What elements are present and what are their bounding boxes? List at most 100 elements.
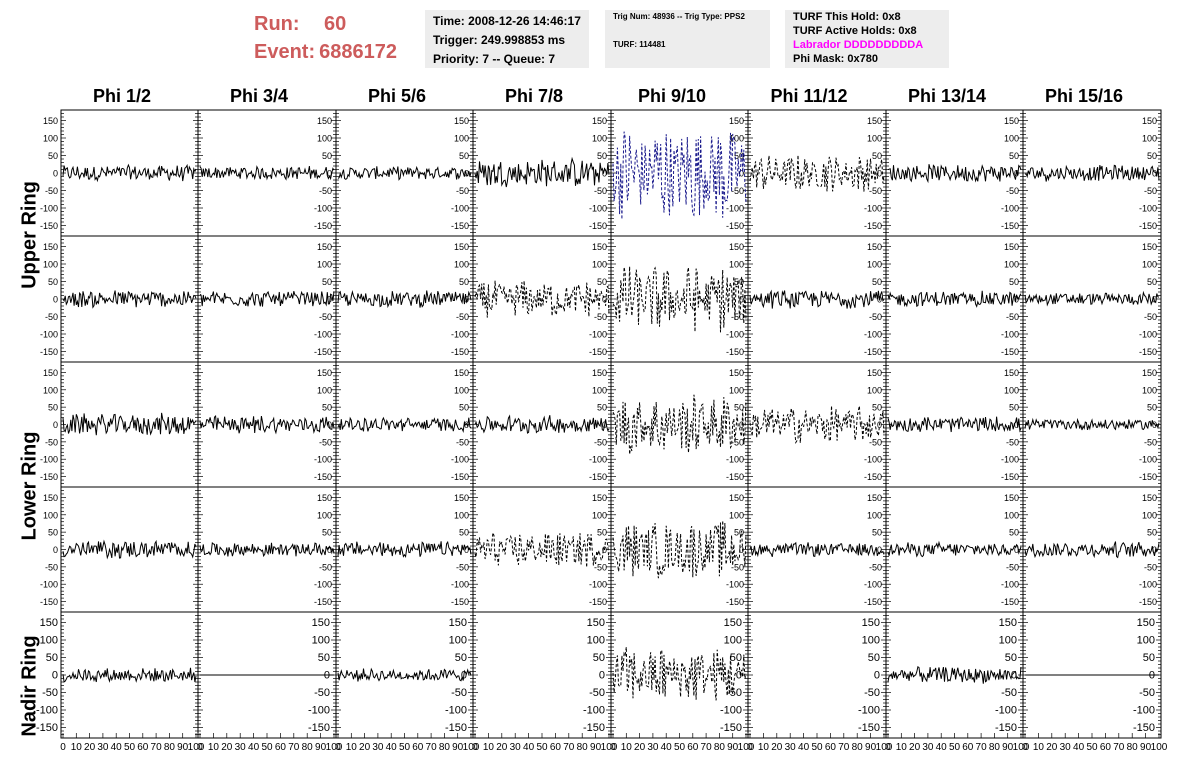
xtick-label: 10	[71, 742, 83, 753]
xtick-label: 30	[97, 742, 109, 753]
waveform-trace	[337, 667, 472, 682]
ytick-label: -100	[583, 705, 605, 717]
phi-header-5: Phi 9/10	[637, 86, 707, 106]
xtick-label: 80	[577, 742, 589, 753]
waveform-trace	[62, 539, 197, 560]
ytick-label: 0	[1014, 295, 1019, 305]
panel-frame-r1-c1	[197, 235, 337, 363]
ytick-label: 50	[459, 151, 469, 161]
ytick-label: 100	[592, 260, 607, 270]
ytick-label: 150	[729, 493, 744, 503]
ytick-label: 50	[593, 652, 605, 664]
ytick-label: 100	[867, 134, 882, 144]
xtick-label: 50	[399, 742, 411, 753]
ytick-label: 150	[587, 617, 605, 629]
ytick-label: 100	[449, 635, 467, 647]
xtick-label: 100	[188, 742, 205, 753]
waveform-trace	[62, 290, 197, 309]
xtick-label: 30	[922, 742, 934, 753]
ytick-label: -50	[869, 312, 882, 322]
xtick-label: 30	[1060, 742, 1072, 753]
ytick-label: -50	[731, 186, 744, 196]
xtick-label: 10	[896, 742, 908, 753]
ytick-label: -50	[1144, 186, 1157, 196]
waveform-trace	[887, 665, 1022, 684]
ytick-label: 0	[1152, 545, 1157, 555]
ytick-label: 100	[43, 510, 58, 520]
ytick-label: 150	[312, 617, 330, 629]
ytick-label: -150	[40, 597, 58, 607]
ytick-label: -150	[314, 347, 332, 357]
ytick-label: -50	[456, 186, 469, 196]
xtick-label: 40	[936, 742, 948, 753]
ytick-label: 100	[867, 510, 882, 520]
waveform-trace	[612, 646, 747, 701]
ytick-label: -50	[594, 186, 607, 196]
waveform-trace	[749, 155, 885, 192]
xtick-label: 70	[1113, 742, 1125, 753]
ytick-label: -50	[45, 437, 58, 447]
phi-header-3: Phi 5/6	[367, 86, 427, 106]
panel-frame-r0-c3	[472, 109, 612, 237]
ytick-label: -150	[451, 221, 469, 231]
ytick-label: 100	[1137, 635, 1155, 647]
ytick-label: 0	[602, 169, 607, 179]
xtick-label: 40	[248, 742, 260, 753]
ytick-label: 100	[592, 385, 607, 395]
ytick-label: 0	[736, 670, 742, 682]
waveform-trace	[1024, 541, 1160, 559]
ytick-label: 150	[454, 493, 469, 503]
xtick-label: 20	[909, 742, 921, 753]
waveform-trace	[62, 412, 197, 436]
ytick-label: 100	[43, 134, 58, 144]
ytick-label: 50	[872, 151, 882, 161]
ytick-label: -100	[451, 330, 469, 340]
panel-frame-r2-c1	[197, 361, 337, 488]
ytick-label: -100	[40, 455, 58, 465]
ytick-label: -150	[451, 347, 469, 357]
xtick-label: 0	[610, 742, 616, 753]
ytick-label: -150	[451, 472, 469, 482]
ytick-label: 50	[872, 277, 882, 287]
ytick-label: 100	[454, 134, 469, 144]
ytick-label: 50	[48, 151, 58, 161]
ytick-label: -100	[864, 330, 882, 340]
ytick-label: -50	[589, 687, 605, 699]
xtick-label: 100	[738, 742, 755, 753]
ytick-label: -150	[1133, 722, 1155, 734]
xtick-label: 30	[785, 742, 797, 753]
xtick-label: 30	[372, 742, 384, 753]
ytick-label: 150	[1137, 617, 1155, 629]
ytick-label: -100	[726, 330, 744, 340]
xtick-label: 90	[452, 742, 464, 753]
waveform-trace	[199, 542, 335, 558]
ytick-label: -150	[36, 722, 58, 734]
ytick-label: 150	[43, 116, 58, 126]
ytick-label: -50	[1144, 312, 1157, 322]
ytick-label: -150	[726, 597, 744, 607]
ytick-label: 150	[867, 368, 882, 378]
ytick-label: 150	[1004, 242, 1019, 252]
ytick-label: 0	[739, 169, 744, 179]
ytick-label: 50	[459, 528, 469, 538]
phi-header-8: Phi 15/16	[1044, 86, 1124, 106]
panel-frame-r4-c3	[472, 611, 612, 739]
ytick-label: 0	[739, 545, 744, 555]
ytick-label: -50	[314, 687, 330, 699]
ytick-label: -150	[314, 221, 332, 231]
labrador-text: Labrador DDDDDDDDDA	[793, 39, 924, 51]
xtick-label: 10	[483, 742, 495, 753]
ytick-label: 0	[1014, 545, 1019, 555]
xtick-label: 80	[439, 742, 451, 753]
run-label: Run:	[254, 13, 300, 35]
ytick-label: -100	[40, 580, 58, 590]
ytick-label: -150	[589, 597, 607, 607]
waveform-trace	[749, 289, 885, 309]
ytick-label: 50	[734, 277, 744, 287]
xtick-label: 0	[1022, 742, 1028, 753]
xtick-label: 40	[523, 742, 535, 753]
ytick-label: 100	[867, 385, 882, 395]
ytick-label: -100	[726, 455, 744, 465]
ytick-label: 50	[322, 528, 332, 538]
ytick-label: -50	[594, 437, 607, 447]
